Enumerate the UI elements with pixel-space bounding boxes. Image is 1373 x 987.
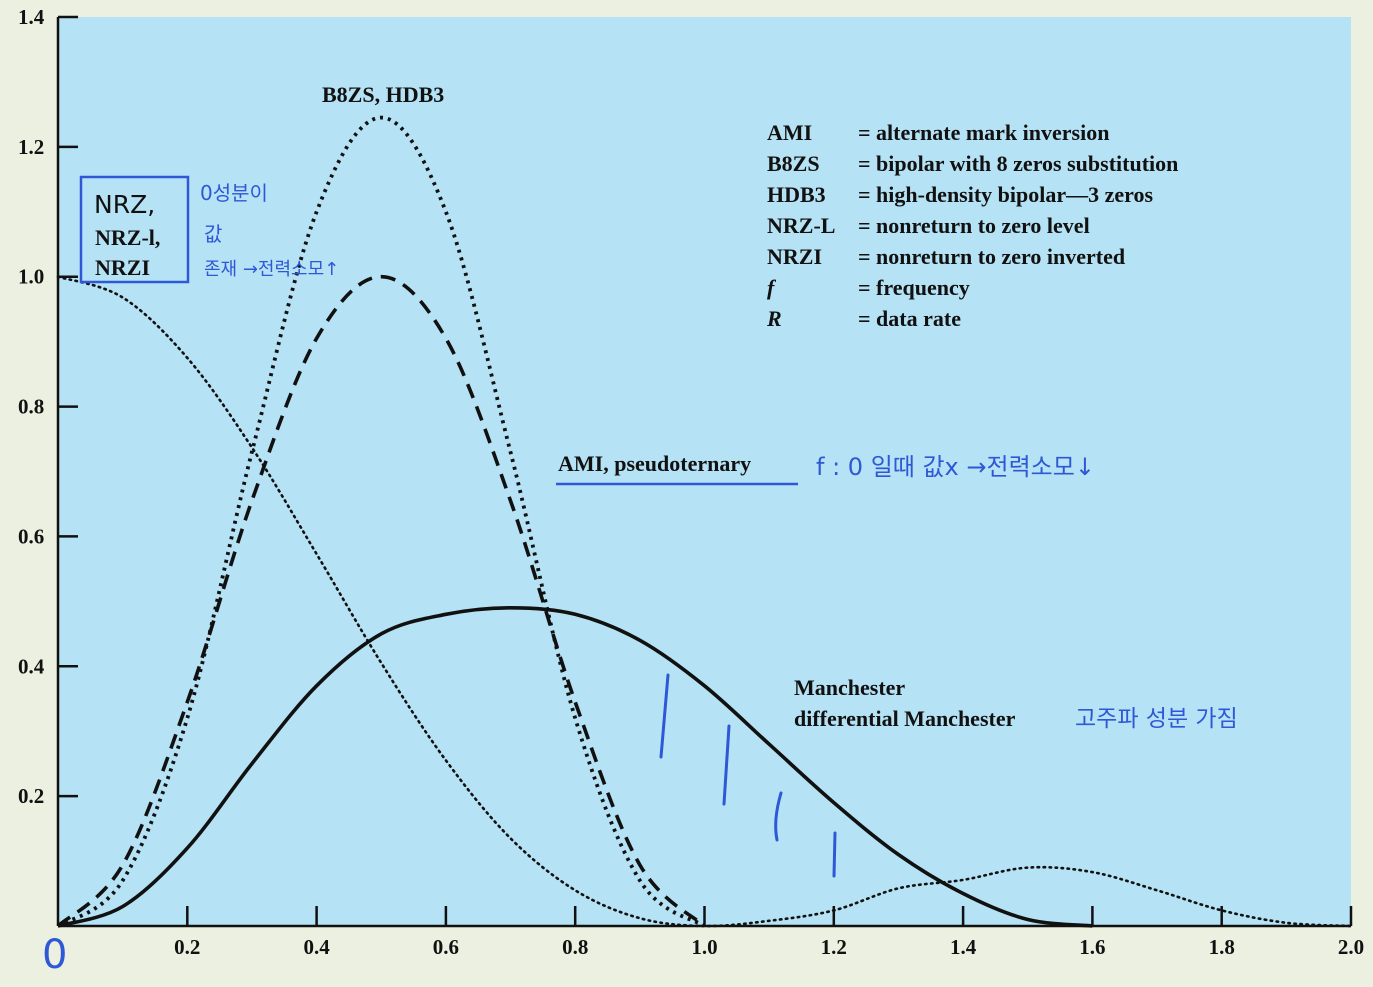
x-tick-label: 0.2	[174, 935, 200, 959]
legend-definition: = nonreturn to zero inverted	[858, 244, 1125, 269]
legend-abbr: NRZ-L	[767, 213, 835, 238]
ticks-group: 0.2 0.4 0.6 0.8 1.0 1.2 1.4 1.6 1.8 2.0 0.2 0.4 0.6 0…	[18, 5, 1364, 959]
note-nrz-line2: 값	[204, 222, 222, 246]
note-ami: f : 0 일때 값x →전력소모↓	[816, 453, 1095, 481]
y-tick-label: 1.0	[18, 265, 44, 289]
legend-abbr: B8ZS	[767, 151, 820, 176]
legend: AMI = alternate mark inversion B8ZS = bipol…	[766, 120, 1178, 331]
nrzi-label: NRZI	[95, 255, 150, 280]
x-tick-label: 0.6	[433, 935, 459, 959]
y-tick-label: 0.2	[18, 784, 44, 808]
legend-abbr: R	[766, 306, 782, 331]
legend-abbr: NRZI	[767, 244, 822, 269]
series-line	[57, 605, 1093, 928]
legend-abbr: AMI	[767, 120, 812, 145]
series-line	[56, 274, 706, 928]
origin-label: 0	[42, 932, 67, 978]
nrz-label-box	[79, 175, 190, 284]
note-nrz-line3: 존재 →전력소모↑	[204, 259, 339, 280]
y-tick-label: 1.4	[18, 5, 45, 29]
hatch-mark	[774, 791, 783, 842]
b8zs-hdb3-label: B8ZS, HDB3	[322, 82, 444, 107]
x-tick-label: 0.4	[303, 935, 330, 959]
y-tick-label: 0.8	[18, 395, 44, 419]
handwritten-hatch-marks	[659, 673, 837, 878]
legend-definition: = data rate	[858, 306, 961, 331]
manchester-label: Manchester	[794, 675, 905, 700]
x-tick-label: 1.0	[691, 935, 717, 959]
legend-abbr: f	[767, 275, 777, 300]
legend-definition: = high-density bipolar—3 zeros	[858, 182, 1154, 207]
hatch-mark	[722, 724, 731, 806]
series-line	[56, 115, 706, 928]
x-tick-label: 1.4	[950, 935, 977, 959]
x-tick-label: 2.0	[1338, 935, 1364, 959]
hatch-mark	[659, 673, 670, 759]
x-tick-label: 0.8	[562, 935, 588, 959]
differential-manchester-label: differential Manchester	[794, 706, 1016, 731]
note-nrz-line1: 0성분이	[200, 181, 268, 205]
hatch-mark	[832, 831, 837, 878]
nrz-l-label: NRZ-l,	[95, 225, 160, 250]
x-tick-label: 1.6	[1079, 935, 1105, 959]
legend-definition: = bipolar with 8 zeros substitution	[858, 151, 1178, 176]
legend-definition: = nonreturn to zero level	[858, 213, 1090, 238]
legend-definition: = alternate mark inversion	[858, 120, 1109, 145]
x-tick-label: 1.8	[1209, 935, 1235, 959]
y-tick-label: 1.2	[18, 135, 44, 159]
plot-background	[58, 17, 1351, 926]
nrz-label: NRZ,	[94, 190, 155, 219]
ami-pseudoternary-label: AMI, pseudoternary	[558, 451, 751, 476]
y-tick-label: 0.6	[18, 524, 44, 548]
curves-group	[56, 115, 1353, 928]
note-manchester: 고주파 성분 가짐	[1075, 706, 1238, 732]
x-tick-label: 1.2	[821, 935, 847, 959]
y-tick-label: 0.4	[18, 654, 45, 678]
legend-definition: = frequency	[858, 275, 970, 300]
legend-abbr: HDB3	[767, 182, 826, 207]
series-line	[56, 275, 1353, 928]
